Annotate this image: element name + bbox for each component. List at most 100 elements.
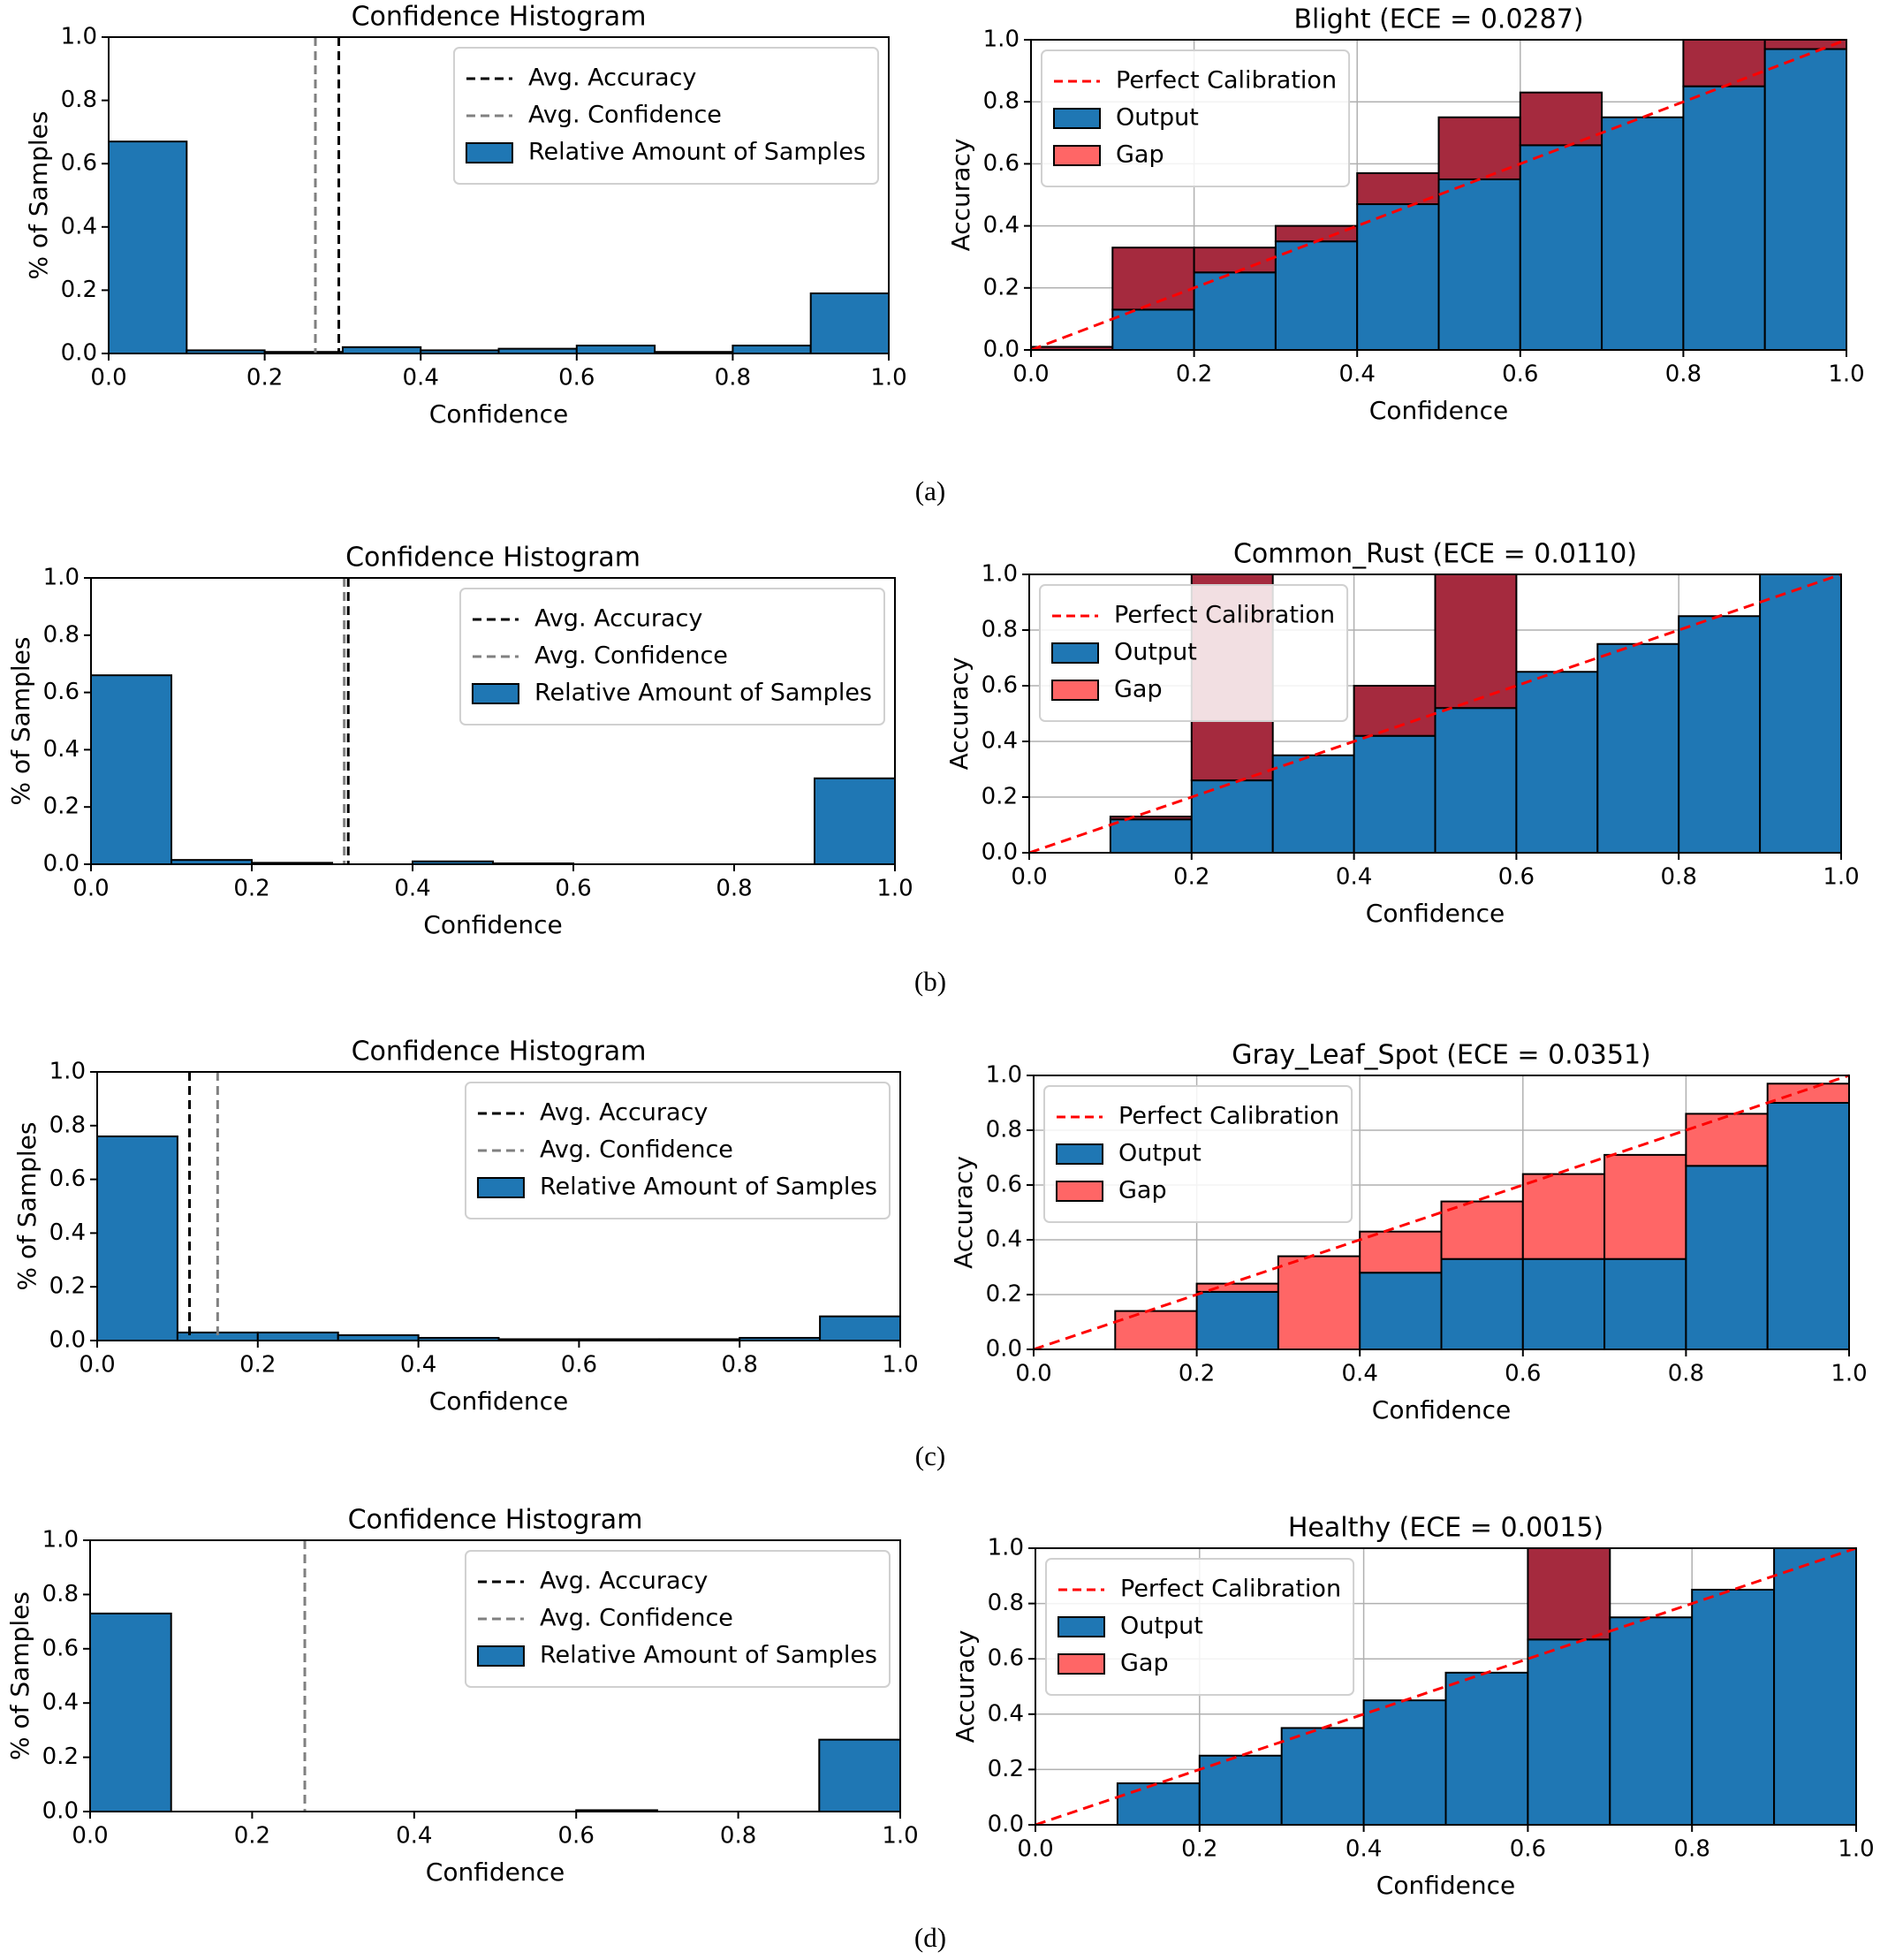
perfect-calibration	[1035, 1546, 1857, 1827]
x-tick-label: 0.2	[246, 365, 283, 391]
gap-bar	[1440, 1200, 1524, 1260]
x-tick-label: 0.0	[1015, 1361, 1051, 1387]
chart: 0.0 0.2 0.4 0.6 0.8 1.0 0.0 0.2 0.4 0.6 0.8 1.0 Comm…	[944, 539, 1860, 929]
legend-label: Output	[1118, 1140, 1202, 1167]
y-tick-label: 0.0	[986, 1336, 1022, 1363]
gap-bar	[1193, 247, 1277, 274]
chart-title: Healthy (ECE = 0.0015)	[1288, 1513, 1603, 1544]
output-bar	[1440, 1257, 1524, 1350]
y-tick-label: 1.0	[61, 24, 97, 50]
output-bar	[1519, 144, 1603, 351]
legend-patch	[471, 683, 519, 704]
legend-label: Output	[1120, 1613, 1203, 1640]
x-tick-label: 0.2	[1181, 1836, 1217, 1863]
bar	[575, 345, 656, 354]
x-tick-label: 0.8	[1668, 1361, 1704, 1387]
x-tick-label: 0.4	[396, 1823, 432, 1850]
y-axis-label: Accuracy	[951, 1630, 980, 1743]
bar	[818, 1738, 901, 1813]
legend-box	[1043, 1085, 1353, 1223]
x-axis-label: Confidence	[1366, 899, 1505, 928]
legend-box	[464, 1082, 891, 1219]
legend: Perfect Calibration Output Gap	[1043, 1085, 1353, 1223]
chart-title: Confidence Histogram	[352, 1037, 647, 1067]
output-bar	[1111, 308, 1195, 351]
chart: 0.0 0.2 0.4 0.6 0.8 1.0 0.0 0.2 0.4 0.6 0.8 1.0 Conf…	[6, 543, 913, 940]
x-tick-label: 0.4	[394, 876, 430, 902]
legend-label: Output	[1114, 639, 1197, 666]
x-tick-label: 0.4	[1346, 1836, 1382, 1863]
gap-bar	[1519, 91, 1603, 147]
legend-box	[1045, 1558, 1355, 1696]
legend-patch	[1051, 680, 1099, 701]
y-tick-label: 0.8	[988, 1590, 1024, 1616]
x-tick-label: 1.0	[1823, 864, 1859, 891]
legend-label: Gap	[1116, 141, 1164, 169]
legend-patch	[1058, 1653, 1105, 1675]
output-bar	[1356, 203, 1440, 351]
legend-label: Gap	[1118, 1177, 1167, 1204]
y-tick-label: 0.4	[42, 1690, 79, 1716]
bar	[809, 292, 891, 355]
y-tick-label: 0.2	[42, 1743, 79, 1770]
y-tick-label: 1.0	[986, 1062, 1022, 1089]
y-tick-label: 0.2	[982, 784, 1018, 810]
y-tick-label: 0.2	[986, 1281, 1022, 1308]
bar	[819, 1315, 901, 1342]
axes-frame	[96, 1071, 901, 1341]
y-tick-label: 0.0	[42, 1798, 79, 1825]
legend: Avg. Accuracy Avg. Confidence Relative Amo…	[459, 588, 885, 726]
bar	[814, 777, 896, 865]
y-tick-label: 0.6	[983, 150, 1020, 177]
perfect-calibration	[1030, 38, 1847, 352]
y-tick-label: 0.6	[42, 1635, 79, 1661]
legend-label: Relative Amount of Samples	[540, 1174, 877, 1201]
chart: 0.0 0.2 0.4 0.6 0.8 1.0 0.0 0.2 0.4 0.6 0.8 1.0 Blig…	[946, 4, 1865, 426]
legend-label: Avg. Accuracy	[528, 65, 696, 92]
chart-title: Gray_Leaf_Spot (ECE = 0.0351)	[1232, 1040, 1651, 1071]
x-tick-label: 0.6	[1502, 361, 1538, 388]
y-tick-label: 0.0	[982, 839, 1018, 866]
chart-title: Confidence Histogram	[352, 2, 647, 33]
y-tick-label: 0.2	[43, 794, 80, 820]
output-bar	[1271, 754, 1355, 854]
bar	[96, 1135, 178, 1341]
caption: (b)	[914, 966, 946, 997]
x-axis-label: Confidence	[426, 1857, 565, 1887]
output-bar	[1109, 818, 1193, 855]
bar	[341, 346, 422, 354]
bar	[732, 345, 812, 354]
legend-label: Gap	[1114, 676, 1163, 703]
x-tick-label: 0.6	[558, 365, 595, 391]
gap-bar	[1685, 1113, 1769, 1167]
output-bar	[1766, 1102, 1850, 1350]
caption: (a)	[915, 475, 945, 506]
x-tick-label: 0.8	[1674, 1836, 1710, 1863]
legend-label: Avg. Accuracy	[540, 1568, 708, 1595]
x-tick-label: 0.2	[234, 1823, 270, 1850]
gap-bar	[1682, 39, 1766, 87]
gap-bar	[1109, 816, 1193, 821]
legend-label: Gap	[1120, 1650, 1169, 1677]
y-tick-label: 0.2	[49, 1273, 86, 1300]
y-tick-label: 0.4	[61, 213, 97, 239]
output-bar	[1362, 1699, 1447, 1827]
x-tick-label: 0.0	[1012, 361, 1049, 388]
legend-label: Relative Amount of Samples	[528, 139, 866, 166]
y-tick-label: 0.6	[988, 1645, 1024, 1672]
output-bar	[1198, 1754, 1283, 1826]
legend-label: Perfect Calibration	[1116, 67, 1337, 95]
y-tick-label: 0.2	[983, 274, 1020, 300]
y-tick-label: 0.8	[982, 617, 1018, 643]
y-tick-label: 0.4	[983, 212, 1020, 239]
y-axis-label: Accuracy	[946, 139, 975, 252]
y-tick-label: 0.4	[982, 728, 1018, 755]
x-axis-label: Confidence	[429, 399, 568, 429]
x-tick-label: 0.4	[1342, 1361, 1378, 1387]
chart: 0.0 0.2 0.4 0.6 0.8 1.0 0.0 0.2 0.4 0.6 0.8 1.0 Conf…	[5, 1505, 919, 1888]
y-tick-label: 0.8	[61, 87, 97, 113]
output-bar	[1274, 240, 1359, 351]
chart: 0.0 0.2 0.4 0.6 0.8 1.0 0.0 0.2 0.4 0.6 0.8 1.0 Heal…	[951, 1513, 1875, 1901]
x-tick-label: 0.8	[716, 876, 752, 902]
